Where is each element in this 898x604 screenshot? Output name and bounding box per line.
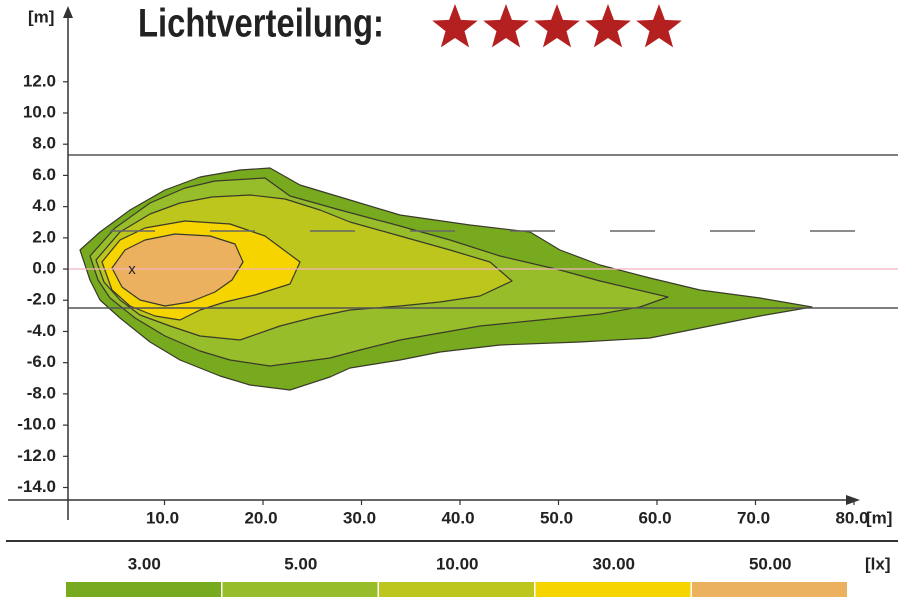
x-tick-label: 30.0 [343, 508, 376, 527]
x-tick-label: 40.0 [441, 508, 474, 527]
legend-swatch [535, 582, 691, 597]
y-tick-label: 12.0 [23, 71, 56, 90]
legend-label: 10.00 [436, 554, 479, 573]
x-tick-label: 80.0 [835, 508, 868, 527]
legend-label: 50.00 [749, 554, 792, 573]
y-tick-label: 6.0 [32, 165, 56, 184]
y-axis-arrow [63, 6, 73, 18]
chart-title: Lichtverteilung: [138, 0, 384, 45]
y-tick-label: -8.0 [27, 383, 56, 402]
legend-swatch [379, 582, 534, 597]
y-tick-label: -2.0 [27, 290, 56, 309]
x-tick-label: 60.0 [638, 508, 671, 527]
y-tick-label: 0.0 [32, 259, 56, 278]
legend-swatch [66, 582, 221, 597]
y-tick-label: -4.0 [27, 321, 56, 340]
rating-star [585, 4, 631, 48]
y-tick-label: 10.0 [23, 102, 56, 121]
x-axis-arrow [846, 495, 860, 505]
y-tick-label: -6.0 [27, 352, 56, 371]
rating-star [483, 4, 529, 48]
x-tick-label: 20.0 [244, 508, 277, 527]
y-tick-label: -12.0 [17, 446, 56, 465]
legend-label: 3.00 [128, 554, 161, 573]
y-tick-label: -10.0 [17, 415, 56, 434]
contours [79, 167, 813, 391]
isolux-contour [111, 233, 244, 307]
rating-star [636, 4, 682, 48]
legend-swatch [692, 582, 847, 597]
legend-label: 5.00 [284, 554, 317, 573]
max-marker: x [128, 261, 136, 278]
y-tick-label: 4.0 [32, 196, 56, 215]
x-tick-label: 10.0 [146, 508, 179, 527]
level-unit: [lx] [865, 554, 891, 573]
legend-label: 30.00 [592, 554, 635, 573]
y-tick-label: -14.0 [17, 477, 56, 496]
rating-star [432, 4, 478, 48]
x-tick-label: 70.0 [737, 508, 770, 527]
y-tick-label: 8.0 [32, 134, 56, 153]
y-unit: [m] [28, 7, 54, 26]
x-unit: [m] [866, 508, 892, 527]
legend-swatch [222, 582, 378, 597]
lane-lines [68, 154, 898, 309]
rating-star [534, 4, 580, 48]
x-tick-label: 50.0 [540, 508, 573, 527]
y-tick-label: 2.0 [32, 227, 56, 246]
